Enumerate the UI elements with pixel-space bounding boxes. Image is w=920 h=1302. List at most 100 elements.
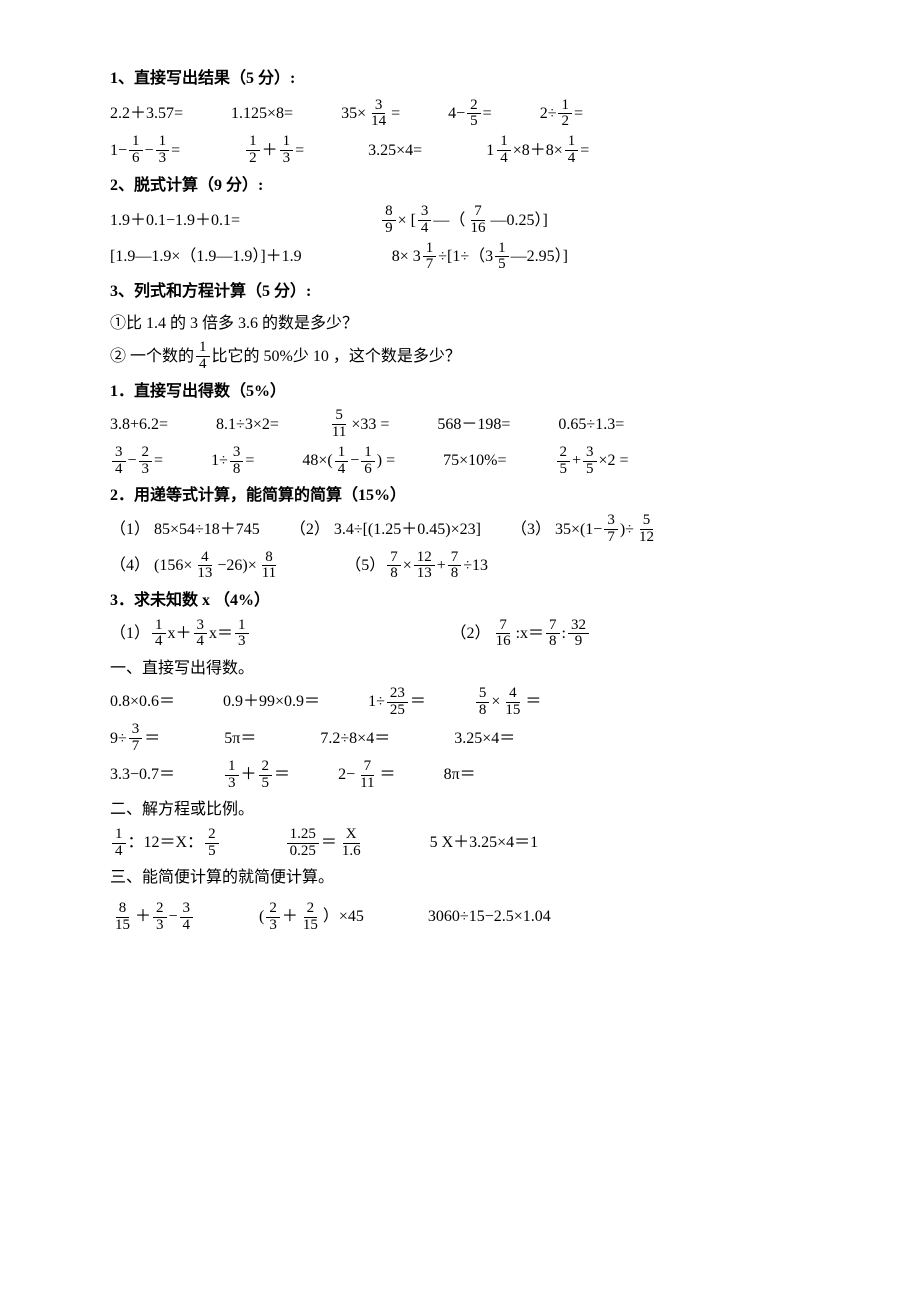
expr: 511 ×33 = [327, 408, 390, 441]
t: = [580, 138, 589, 164]
den: 15 [300, 918, 321, 934]
expr: 3.3−0.7＝ [110, 762, 175, 788]
expr: 0.9＋99×0.9＝ [223, 689, 320, 715]
fraction: 13 [225, 759, 239, 792]
num: 7 [496, 618, 510, 635]
s9-row1: 815 ＋ 23 − 34 ( 23 ＋ 215 ）×45 3060÷15−2.… [110, 901, 810, 934]
num: 3 [418, 204, 432, 221]
expr: 5 X＋3.25×4＝1 [430, 830, 539, 856]
t: = [245, 448, 254, 474]
expr: 25 + 35 ×2 = [555, 445, 629, 478]
s7-row3: 3.3−0.7＝ 13 ＋ 25 ＝ 2− 711 ＝ 8π＝ [110, 759, 810, 792]
expr: （2） 3.4÷[(1.25＋0.45)×23] [290, 517, 481, 543]
num: 7 [361, 759, 375, 776]
num: 8 [382, 204, 396, 221]
num: 3 [583, 445, 597, 462]
fraction: 12 [558, 98, 572, 131]
num: X [343, 827, 360, 844]
den: 13 [414, 566, 435, 582]
num: 32 [568, 618, 589, 635]
s2-row1: 1.9＋0.1−1.9＋0.1= 89 × [ 34 —（ 716 —0.25）… [110, 204, 810, 237]
num: 1 [423, 241, 437, 258]
fraction: 14 [565, 134, 579, 167]
fraction: 25 [205, 827, 219, 860]
num: 1 [280, 134, 294, 151]
t: ＝ [144, 726, 160, 752]
t: ＝ [321, 830, 337, 856]
fraction: 35 [583, 445, 597, 478]
num: 7 [546, 618, 560, 635]
num: 4 [198, 550, 212, 567]
expr: 14 ：12＝X： 25 [110, 827, 221, 860]
num: 1 [335, 445, 349, 462]
den: 7 [423, 257, 437, 273]
num: 3 [112, 445, 126, 462]
den: 15 [502, 703, 523, 719]
num: 2 [153, 901, 167, 918]
t: ＋ [282, 904, 298, 930]
den: 1.6 [339, 844, 364, 860]
fraction: 15 [495, 241, 509, 274]
t: 35× [341, 101, 366, 127]
num: 2 [139, 445, 153, 462]
fraction: 1213 [414, 550, 435, 583]
fraction: 415 [502, 686, 523, 719]
expr: 1÷ 38 = [211, 445, 254, 478]
num: 23 [387, 686, 408, 703]
t: 9÷ [110, 726, 127, 752]
t: − [169, 904, 178, 930]
fraction: 413 [194, 550, 215, 583]
fraction: 815 [112, 901, 133, 934]
t: − [145, 138, 154, 164]
num: 4 [506, 686, 520, 703]
t: − [350, 448, 359, 474]
expr: 13 ＋ 25 ＝ [223, 759, 290, 792]
expr: 5π＝ [224, 726, 256, 752]
expr: 89 × [ 34 —（ 716 —0.25）] [380, 204, 548, 237]
den: 0.25 [287, 844, 319, 860]
num: 2 [266, 901, 280, 918]
t: ×8＋8× [513, 138, 563, 164]
section1-title: 1、直接写出结果（5 分）: [110, 66, 810, 92]
s5-row1: （1） 85×54÷18＋745 （2） 3.4÷[(1.25＋0.45)×23… [110, 513, 810, 546]
den: 7 [129, 739, 143, 755]
num: 3 [180, 901, 194, 918]
num: 8 [116, 901, 130, 918]
section2-title: 2、脱式计算（9 分）: [110, 173, 810, 199]
t: （4） (156× [110, 553, 192, 579]
t: 1÷ [368, 689, 385, 715]
den: 4 [497, 151, 511, 167]
den: 16 [493, 634, 514, 650]
t: （3） 35×(1− [511, 517, 602, 543]
den: 9 [382, 221, 396, 237]
expr: 0.65÷1.3= [558, 412, 624, 438]
t: ×2 = [599, 448, 629, 474]
num: 1 [129, 134, 143, 151]
t: 2÷ [540, 101, 557, 127]
den: 3 [280, 151, 294, 167]
expr: 1.125×8= [231, 101, 293, 127]
fraction: 16 [129, 134, 143, 167]
num: 1 [497, 134, 511, 151]
den: 11 [357, 776, 377, 792]
num: 7 [471, 204, 485, 221]
t: ＝ [380, 762, 396, 788]
fraction: 34 [194, 618, 208, 651]
fraction: 14 [152, 618, 166, 651]
den: 5 [583, 462, 597, 478]
t: —（ [433, 208, 465, 234]
t: : [562, 621, 566, 647]
fraction: 314 [368, 98, 389, 131]
den: 2 [246, 151, 260, 167]
den: 4 [152, 634, 166, 650]
t: （2） [451, 621, 491, 647]
expr: 815 ＋ 23 − 34 [110, 901, 195, 934]
fraction: 25 [557, 445, 571, 478]
num: 1 [225, 759, 239, 776]
t: = [171, 138, 180, 164]
den: 5 [205, 844, 219, 860]
t: —0.25）] [490, 208, 547, 234]
den: 16 [467, 221, 488, 237]
expr: 7.2÷8×4＝ [320, 726, 390, 752]
fraction: 14 [335, 445, 349, 478]
